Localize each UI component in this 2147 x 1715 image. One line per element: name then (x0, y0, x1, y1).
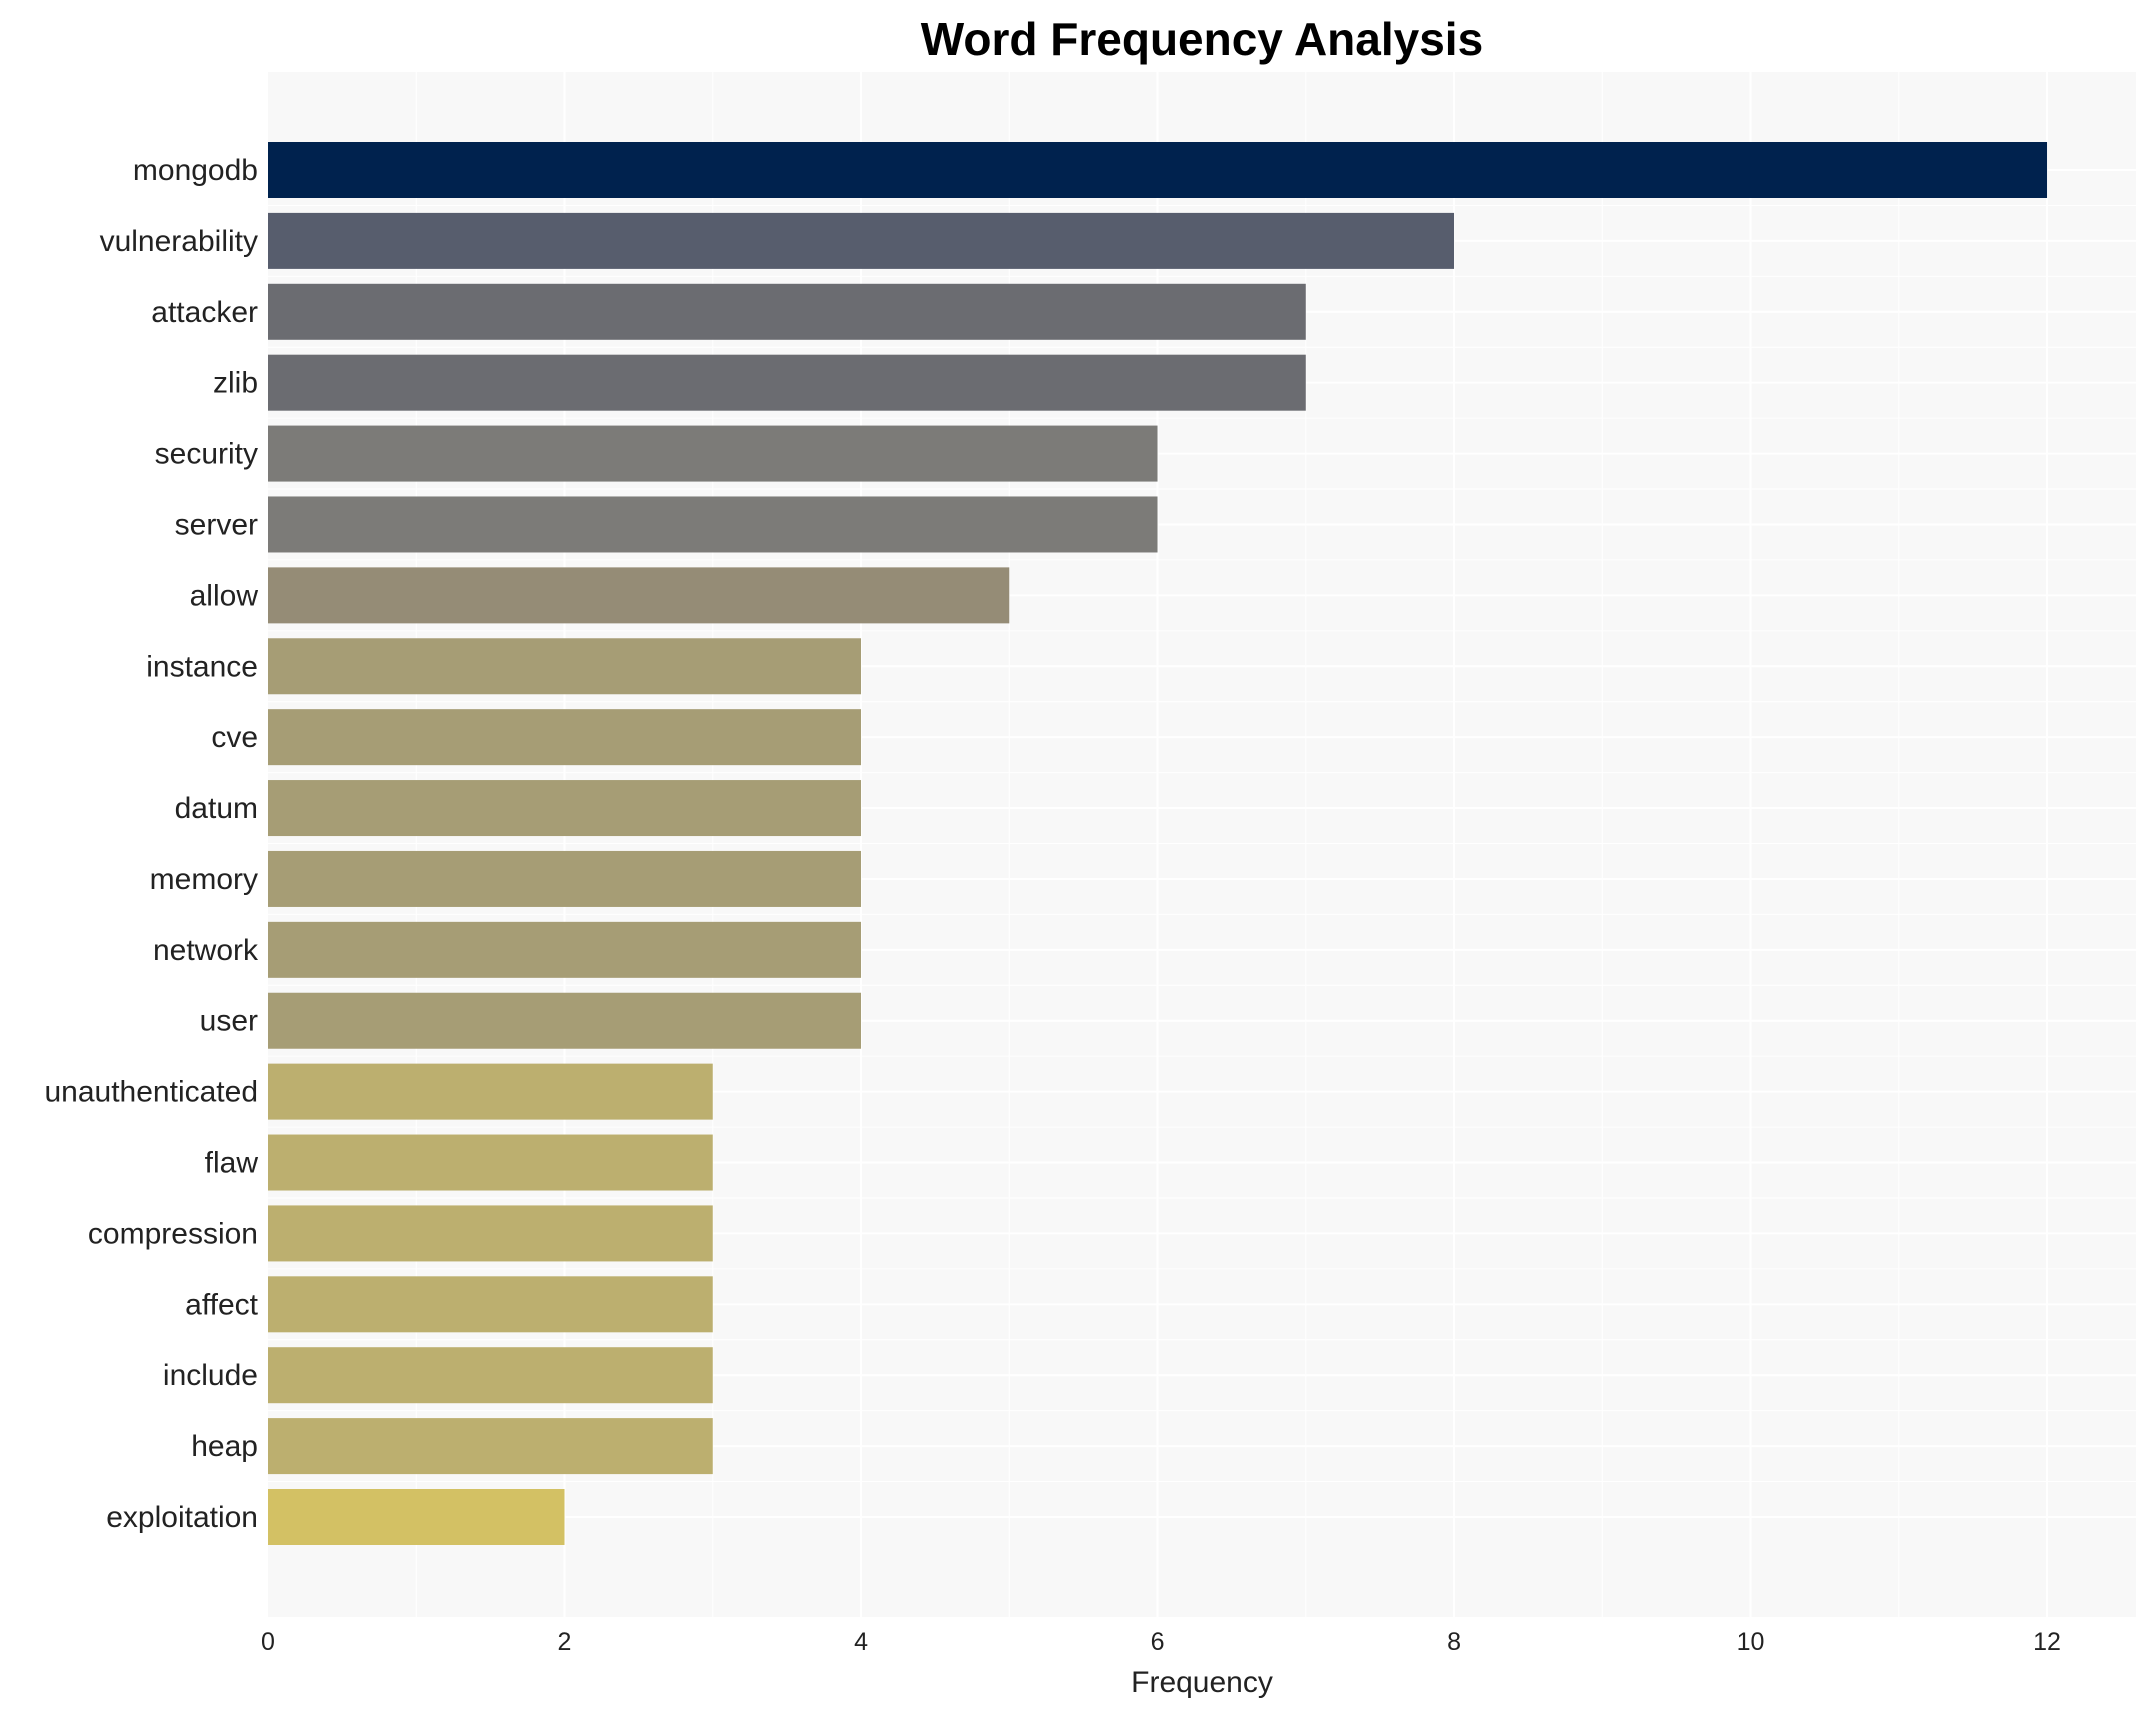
y-tick-label: network (153, 934, 259, 967)
x-tick-label: 6 (1151, 1628, 1165, 1656)
y-tick-label: attacker (151, 296, 258, 329)
y-tick-label: include (163, 1359, 258, 1392)
bar-heap (268, 1418, 713, 1475)
y-tick-label: security (155, 438, 258, 471)
y-tick-label: memory (150, 863, 258, 896)
bar-cve (268, 709, 862, 766)
y-tick-label: allow (190, 579, 259, 612)
bar-user (268, 992, 862, 1049)
y-tick-label: flaw (205, 1147, 259, 1180)
bar-unauthenticated (268, 1063, 713, 1120)
chart-title: Word Frequency Analysis (921, 13, 1483, 65)
x-axis-label: Frequency (1131, 1666, 1273, 1699)
bar-include (268, 1347, 713, 1404)
y-tick-label: affect (185, 1288, 258, 1321)
bar-security (268, 425, 1158, 482)
bar-allow (268, 567, 1010, 624)
x-tick-label: 2 (558, 1628, 572, 1656)
y-tick-label: user (200, 1005, 258, 1038)
bar-vulnerability (268, 212, 1455, 269)
bar-affect (268, 1276, 713, 1333)
y-tick-label: unauthenticated (44, 1076, 258, 1109)
bar-network (268, 921, 862, 978)
y-tick-label: compression (88, 1217, 258, 1250)
x-tick-label: 0 (261, 1628, 275, 1656)
y-tick-label: instance (146, 650, 258, 683)
bar-memory (268, 850, 862, 907)
bar-attacker (268, 283, 1306, 340)
bar-instance (268, 638, 862, 695)
bar-datum (268, 780, 862, 837)
y-tick-label: server (175, 508, 258, 541)
bar-zlib (268, 354, 1306, 411)
x-tick-label: 10 (1737, 1628, 1765, 1656)
y-tick-labels: mongodb vulnerability attacker zlib security… (44, 154, 259, 1534)
y-tick-label: zlib (213, 367, 258, 400)
y-tick-label: datum (175, 792, 258, 825)
bar-compression (268, 1205, 713, 1262)
y-tick-label: heap (191, 1430, 258, 1463)
y-tick-label: exploitation (106, 1501, 258, 1534)
bar-mongodb (268, 142, 2048, 198)
x-tick-label: 12 (2033, 1628, 2061, 1656)
y-tick-label: vulnerability (100, 225, 258, 258)
bar-exploitation (268, 1489, 565, 1545)
y-tick-label: cve (211, 721, 258, 754)
y-tick-label: mongodb (133, 154, 258, 187)
bar-flaw (268, 1134, 713, 1191)
x-tick-label: 8 (1447, 1628, 1461, 1656)
x-tick-label: 4 (854, 1628, 868, 1656)
x-tick-labels: 0 2 4 6 8 10 12 (261, 1628, 2061, 1656)
bar-server (268, 496, 1158, 553)
bars (268, 142, 2048, 1545)
